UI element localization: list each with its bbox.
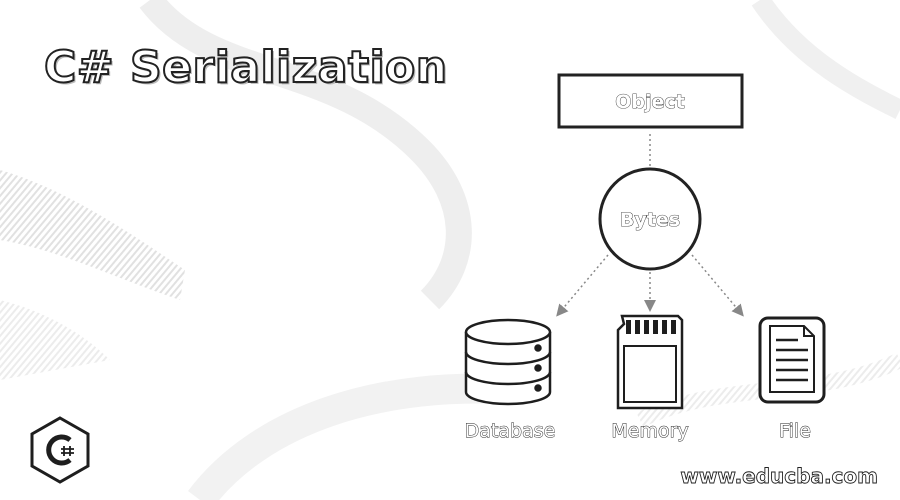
memory-label: Memory: [611, 420, 688, 442]
bytes-node: Bytes: [598, 167, 702, 271]
watermark: www.educba.com: [680, 464, 878, 489]
database-icon: [464, 318, 552, 406]
connector-bytes-file: [691, 254, 744, 317]
object-label: Object: [615, 91, 685, 113]
bytes-label: Bytes: [620, 209, 680, 231]
file-document-icon: [758, 316, 826, 404]
connector-bytes-database: [556, 254, 609, 317]
object-node: Object: [557, 73, 744, 129]
file-label: File: [779, 420, 811, 442]
csharp-logo-icon: [30, 416, 90, 484]
memory-card-icon: [616, 314, 684, 410]
database-label: Database: [465, 420, 556, 442]
page-title: C# Serialization: [43, 41, 448, 94]
